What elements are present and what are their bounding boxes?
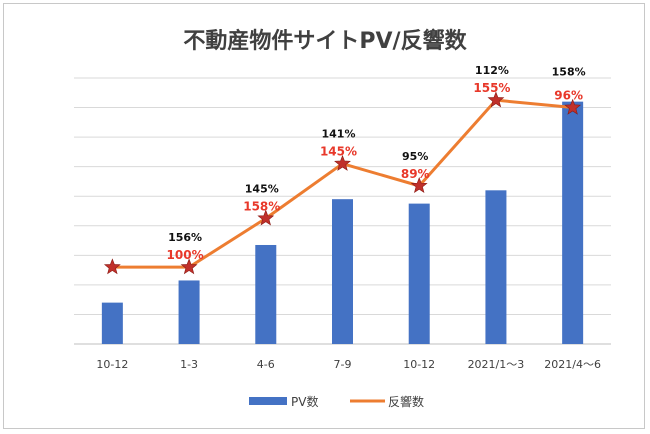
bar <box>255 244 277 344</box>
legend-label-response: 反響数 <box>388 394 424 409</box>
x-tick-label: 1-3 <box>180 358 198 371</box>
bar <box>178 280 200 344</box>
bar <box>332 199 353 344</box>
response-data-label: 145% <box>320 145 357 159</box>
bar <box>562 101 584 345</box>
x-tick-label: 2021/1～3 <box>468 358 525 371</box>
pv-data-label: 156% <box>168 231 202 244</box>
line-series <box>103 91 582 275</box>
star-marker <box>334 154 351 171</box>
response-data-label: 96% <box>554 89 583 103</box>
bar-series <box>101 101 584 345</box>
star-marker <box>180 258 198 275</box>
star-marker <box>257 209 275 226</box>
data-labels: 156% 145% 141% 95% 112% 158% 100% 158% 145% 89% 15… <box>167 64 586 262</box>
pv-data-label: 95% <box>402 150 428 163</box>
pv-data-label: 112% <box>475 64 509 77</box>
x-tick-label: 10-12 <box>403 358 435 371</box>
combo-chart: 不動産物件サイトPV/反響数 156% 145% 141% 95% 112% 158% 10… <box>74 28 611 409</box>
legend: PV数 反響数 <box>249 394 424 409</box>
response-data-label: 155% <box>473 81 510 95</box>
response-data-label: 100% <box>167 248 204 262</box>
star-marker <box>564 98 582 115</box>
legend-swatch-pv <box>249 397 287 405</box>
x-tick-label: 10-12 <box>96 358 128 371</box>
pv-data-label: 145% <box>245 182 279 195</box>
chart-title: 不動産物件サイトPV/反響数 <box>183 28 467 54</box>
bar <box>408 203 430 344</box>
star-marker <box>410 177 428 194</box>
x-tick-label: 4-6 <box>257 358 275 371</box>
chart-frame: 不動産物件サイトPV/反響数 156% 145% 141% 95% 112% 158% 10… <box>3 3 645 429</box>
bar <box>101 302 123 344</box>
legend-label-pv: PV数 <box>291 394 318 409</box>
response-data-label: 158% <box>243 199 280 213</box>
star-marker <box>103 258 121 275</box>
pv-data-label: 141% <box>322 128 356 141</box>
bar <box>485 190 507 344</box>
response-data-label: 89% <box>401 167 430 181</box>
x-tick-label: 7-9 <box>334 358 352 371</box>
star-marker <box>487 91 505 108</box>
pv-data-label: 158% <box>552 66 586 79</box>
x-axis: 10-12 1-3 4-6 7-9 10-12 2021/1～3 2021/4～6 <box>96 358 601 371</box>
x-tick-label: 2021/4～6 <box>544 358 601 371</box>
